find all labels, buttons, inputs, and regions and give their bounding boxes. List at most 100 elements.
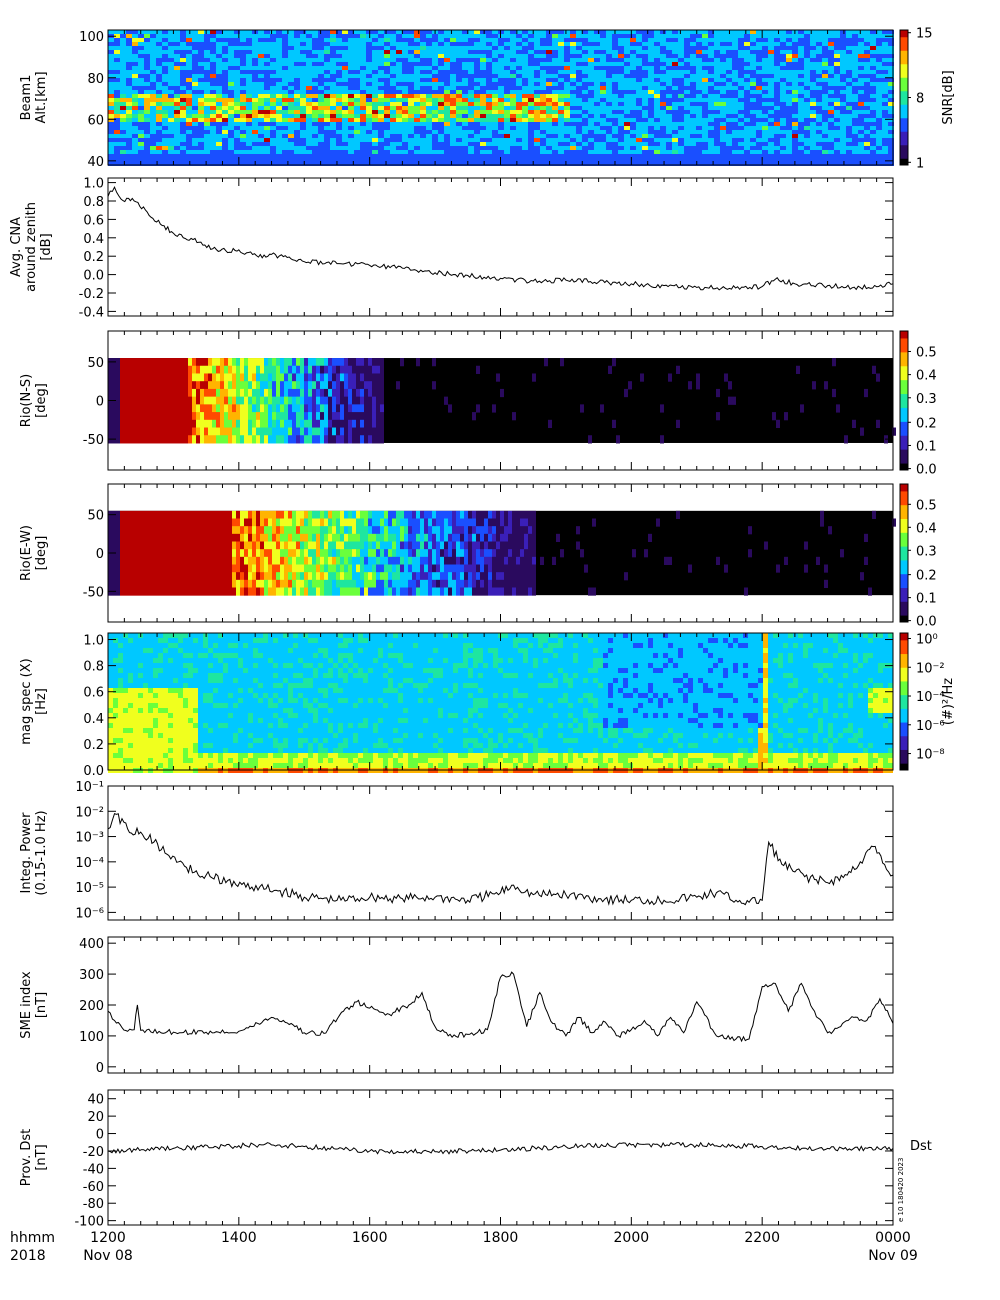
heatmap-cell	[666, 86, 672, 90]
heatmap-cell	[876, 62, 882, 66]
heatmap-cell	[720, 102, 726, 106]
heatmap-cell	[426, 90, 432, 94]
heatmap-cell	[738, 58, 744, 62]
heatmap-cell	[612, 118, 618, 122]
heatmap-cell	[390, 102, 396, 106]
heatmap-cell	[144, 110, 150, 114]
heatmap-cell	[822, 30, 828, 34]
heatmap-cell	[516, 58, 522, 62]
heatmap-cell	[624, 90, 630, 94]
heatmap-cell	[696, 86, 702, 90]
heatmap-cell	[474, 46, 480, 50]
heatmap-cell	[522, 130, 528, 134]
heatmap-cell	[564, 118, 570, 122]
heatmap-cell	[174, 162, 180, 166]
heatmap-cell	[414, 110, 420, 114]
heatmap-cell	[822, 82, 828, 86]
heatmap-cell	[366, 30, 372, 34]
heatmap-cell	[168, 419, 172, 429]
heatmap-cell	[144, 126, 150, 130]
heatmap-cell	[378, 70, 384, 74]
heatmap-cell	[222, 46, 228, 50]
heatmap-cell	[252, 46, 258, 50]
heatmap-cell	[396, 66, 402, 70]
heatmap-cell	[474, 82, 480, 86]
heatmap-cell	[846, 74, 852, 78]
y-tick-label: 0.0	[83, 269, 104, 284]
heatmap-cell	[360, 74, 366, 78]
heatmap-cell	[876, 50, 882, 54]
heatmap-cell	[870, 94, 876, 98]
heatmap-cell	[342, 122, 348, 126]
heatmap-cell	[522, 62, 528, 66]
heatmap-cell	[408, 82, 414, 86]
heatmap-cell	[228, 70, 234, 74]
heatmap-cell	[546, 146, 552, 150]
heatmap-cell	[594, 66, 600, 70]
heatmap-cell	[402, 110, 408, 114]
heatmap-cell	[858, 102, 864, 106]
colorbar-segment	[900, 84, 908, 88]
heatmap-cell	[606, 82, 612, 86]
heatmap-cell	[264, 130, 270, 134]
heatmap-cell	[612, 74, 618, 78]
heatmap-cell	[312, 74, 318, 78]
heatmap-cell	[276, 162, 282, 166]
colorbar-segment	[900, 33, 908, 38]
heatmap-cell	[606, 158, 612, 162]
heatmap-cell	[136, 427, 140, 436]
heatmap-cell	[522, 90, 528, 94]
heatmap-cell	[108, 130, 114, 134]
heatmap-cell	[744, 90, 750, 94]
heatmap-cell	[714, 142, 720, 146]
heatmap-cell	[480, 150, 486, 154]
heatmap-cell	[192, 122, 198, 126]
heatmap-cell	[144, 381, 148, 390]
heatmap-cell	[162, 42, 168, 46]
heatmap-cell	[216, 62, 222, 66]
heatmap-cell	[648, 150, 654, 154]
heatmap-cell	[132, 30, 138, 34]
colorbar-segment	[900, 90, 908, 95]
heatmap-cell	[756, 66, 762, 70]
heatmap-cell	[474, 86, 480, 90]
heatmap-cell	[498, 138, 504, 142]
heatmap-cell	[558, 90, 564, 94]
heatmap-cell	[882, 158, 888, 162]
heatmap-cell	[234, 66, 240, 70]
heatmap-cell	[780, 102, 786, 106]
heatmap-cell	[816, 34, 822, 38]
heatmap-cell	[576, 38, 582, 42]
heatmap-cell	[858, 86, 864, 90]
heatmap-cell	[192, 419, 196, 429]
heatmap-cell	[624, 162, 630, 166]
heatmap-cell	[798, 70, 804, 74]
heatmap-cell	[756, 114, 762, 118]
heatmap-cell	[168, 373, 172, 382]
heatmap-cell	[184, 365, 188, 374]
heatmap-cell	[816, 46, 822, 50]
heatmap-cell	[144, 427, 148, 436]
heatmap-cell	[552, 158, 558, 162]
heatmap-cell	[228, 86, 234, 90]
heatmap-cell	[498, 98, 504, 102]
heatmap-cell	[810, 118, 816, 122]
heatmap-cell	[594, 98, 600, 102]
heatmap-cell	[714, 30, 720, 34]
heatmap-cell	[744, 58, 750, 62]
heatmap-cell	[126, 114, 132, 118]
heatmap-cell	[888, 86, 894, 90]
heatmap-cell	[126, 50, 132, 54]
heatmap-cell	[342, 154, 348, 158]
heatmap-cell	[246, 30, 252, 34]
heatmap-cell	[822, 54, 828, 58]
heatmap-cell	[264, 94, 270, 98]
heatmap-cell	[198, 154, 204, 158]
heatmap-cell	[348, 54, 354, 58]
heatmap-cell	[282, 126, 288, 130]
heatmap-cell	[186, 150, 192, 154]
heatmap-cell	[188, 404, 192, 413]
heatmap-cell	[486, 146, 492, 150]
heatmap-cell	[114, 70, 120, 74]
heatmap-cell	[534, 66, 540, 70]
